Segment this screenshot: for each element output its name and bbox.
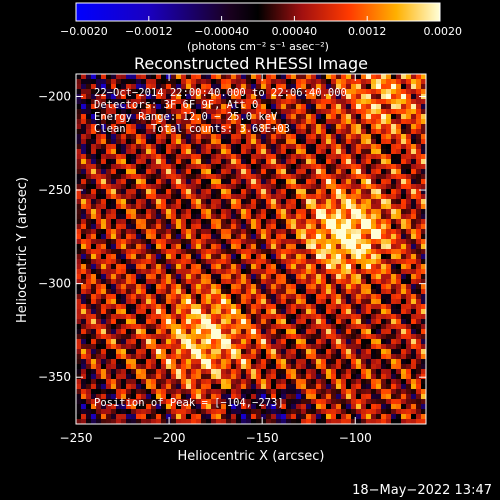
footer-timestamp: 18−May−2022 13:47 — [352, 483, 492, 498]
y-tick-label: −200 — [38, 89, 71, 103]
colorbar-tick-label: −0.00040 — [194, 25, 249, 38]
x-tick-label: −150 — [246, 431, 279, 445]
plot-frame — [75, 73, 427, 425]
annotation-detectors: Detectors: 3F 6F 9F, Att 0 — [94, 99, 258, 111]
y-tick-label: −250 — [38, 183, 71, 197]
x-tick-label: −250 — [60, 431, 93, 445]
y-axis-ticks: −200 −250 −300 −350 — [38, 89, 426, 384]
annotation-clean: Clean Total counts: 3.68E+03 — [94, 123, 290, 135]
colorbar-tick-label: 0.0020 — [424, 25, 463, 38]
y-axis-label: Heliocentric Y (arcsec) — [15, 177, 30, 323]
annotation-peak-position: Position of Peak = [−104,−273] — [94, 397, 284, 409]
x-axis-label: Heliocentric X (arcsec) — [178, 449, 325, 464]
x-axis-ticks: −250 −200 −150 −100 — [60, 74, 372, 445]
colorbar-tick-label: −0.0012 — [125, 25, 173, 38]
colorbar-tick-label: −0.0020 — [60, 25, 108, 38]
colorbar-tick-label: 0.00040 — [272, 25, 318, 38]
chart-title: Reconstructed RHESSI Image — [134, 54, 368, 73]
colorbar-ticks: −0.0020 −0.0012 −0.00040 0.00040 0.0012 0.002… — [60, 16, 462, 38]
annotation-time-range: 22−Oct−2014 22:00:40.000 to 22:06:40.000 — [94, 87, 347, 99]
x-tick-label: −100 — [339, 431, 372, 445]
colorbar — [75, 2, 441, 22]
x-tick-label: −200 — [153, 431, 186, 445]
annotation-energy-range: Energy Range: 12.0 − 25.0 keV — [94, 111, 278, 123]
colorbar-units-label: (photons cm⁻² s⁻¹ asec⁻²) — [187, 40, 329, 53]
heatmap-image — [76, 74, 426, 424]
y-tick-label: −350 — [38, 370, 71, 384]
colorbar-tick-label: 0.0012 — [348, 25, 387, 38]
y-tick-label: −300 — [38, 277, 71, 291]
